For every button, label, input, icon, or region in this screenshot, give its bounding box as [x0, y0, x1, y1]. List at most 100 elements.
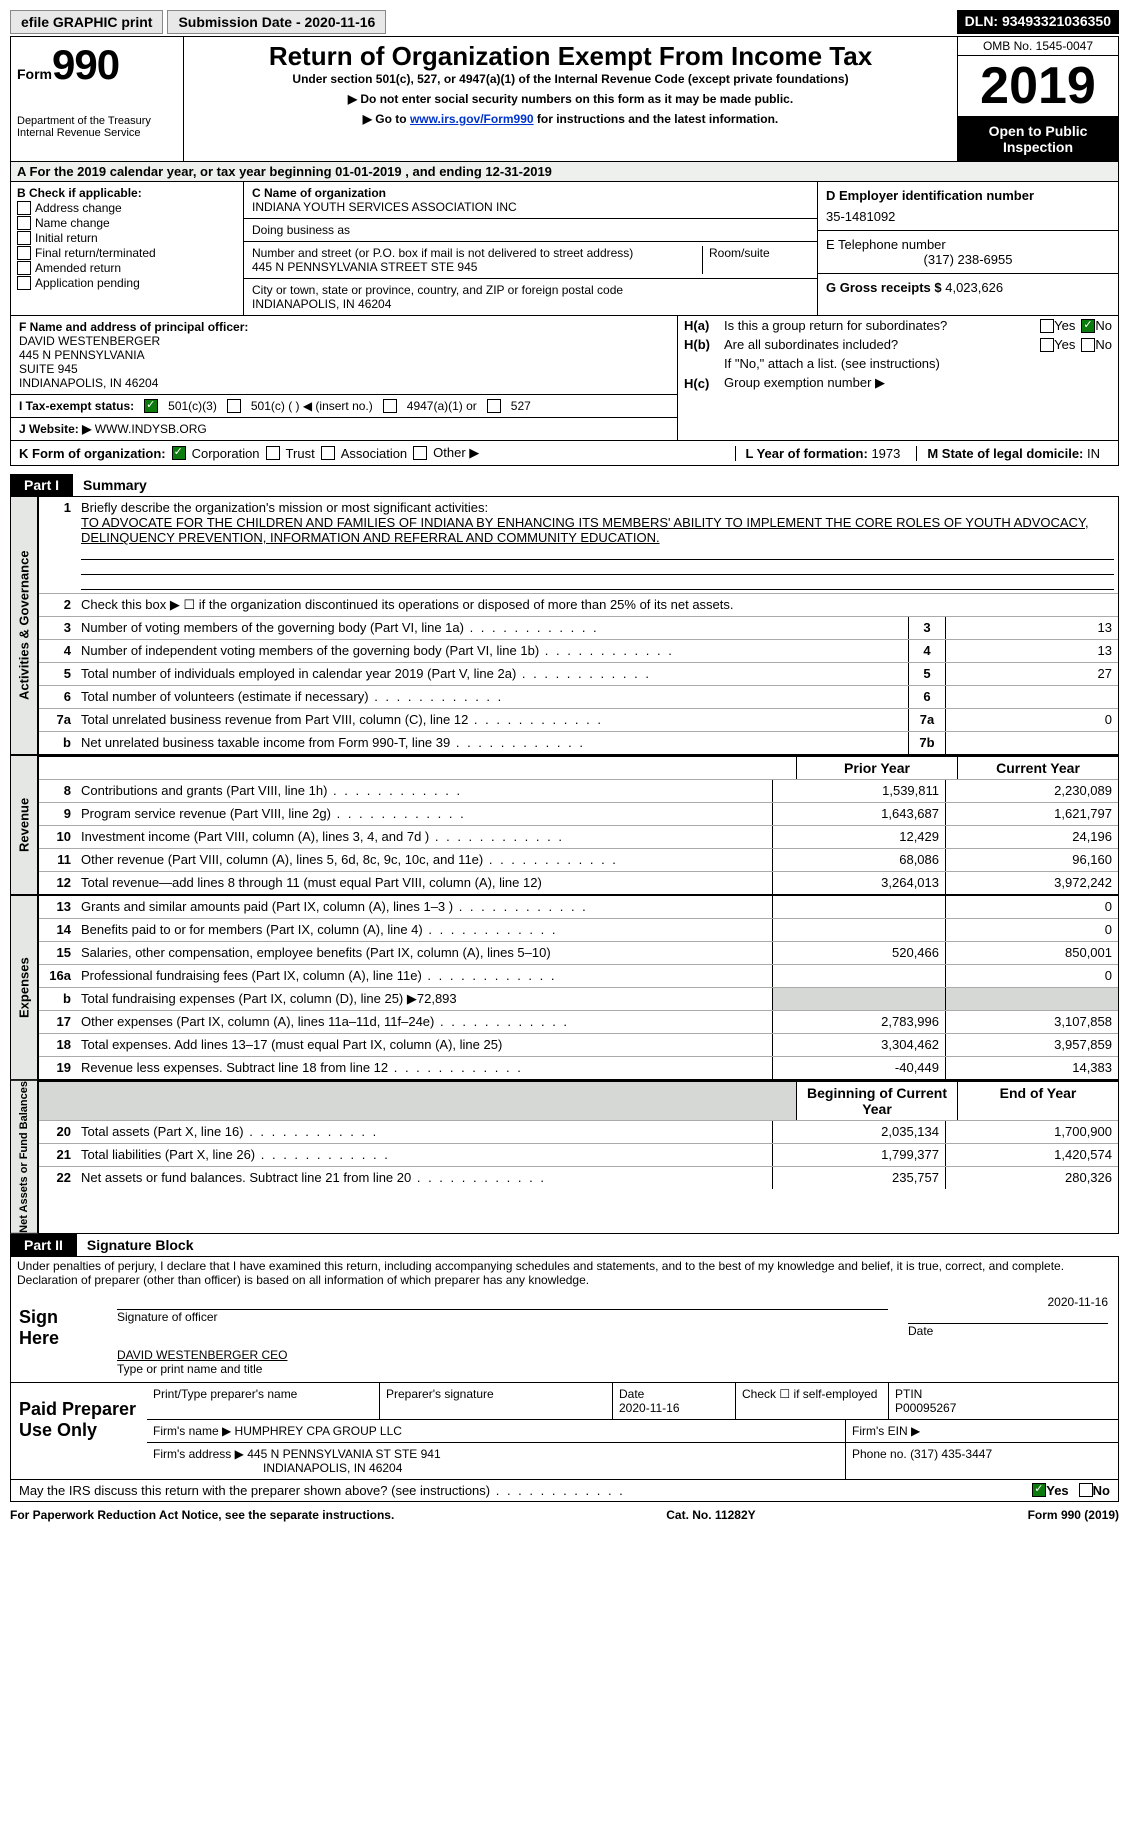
l12-p: 3,264,013: [772, 872, 945, 894]
chk-initial-return[interactable]: [17, 231, 31, 245]
lbl-name-change: Name change: [35, 216, 110, 230]
lbl-hb-no: No: [1095, 337, 1112, 352]
l21-p: 1,799,377: [772, 1144, 945, 1166]
officer-h-block: F Name and address of principal officer:…: [10, 316, 1119, 441]
open-to-public: Open to Public Inspection: [958, 117, 1118, 161]
l16b-n: b: [39, 988, 77, 1010]
chk-hb-yes[interactable]: [1040, 338, 1054, 352]
l18-p: 3,304,462: [772, 1034, 945, 1056]
lbl-association: Association: [341, 446, 407, 461]
chk-amended-return[interactable]: [17, 261, 31, 275]
l8-t: Contributions and grants (Part VIII, lin…: [77, 780, 772, 802]
l10-t: Investment income (Part VIII, column (A)…: [77, 826, 772, 848]
l22-p: 235,757: [772, 1167, 945, 1189]
line-7a-box: 7a: [908, 709, 945, 731]
part-i-header: Part I Summary: [10, 474, 1119, 496]
l9-t: Program service revenue (Part VIII, line…: [77, 803, 772, 825]
chk-trust[interactable]: [266, 446, 280, 460]
lbl-4947: 4947(a)(1) or: [407, 399, 477, 413]
chk-discuss-yes[interactable]: [1032, 1483, 1046, 1497]
l8-p: 1,539,811: [772, 780, 945, 802]
chk-other[interactable]: [413, 446, 427, 460]
line-3-box: 3: [908, 617, 945, 639]
tab-expenses: Expenses: [10, 895, 38, 1080]
chk-527[interactable]: [487, 399, 501, 413]
chk-ha-yes[interactable]: [1040, 319, 1054, 333]
l13-t: Grants and similar amounts paid (Part IX…: [77, 896, 772, 918]
subtitle-1: Under section 501(c), 527, or 4947(a)(1)…: [192, 72, 949, 86]
phone-value: (317) 435-3447: [910, 1447, 992, 1461]
footer-mid: Cat. No. 11282Y: [666, 1508, 755, 1522]
telephone-value: (317) 238-6955: [826, 252, 1110, 267]
street-value: 445 N PENNSYLVANIA STREET STE 945: [252, 260, 702, 274]
date-label: Date: [908, 1324, 1108, 1338]
chk-discuss-no[interactable]: [1079, 1483, 1093, 1497]
prep-c4: Check ☐ if self-employed: [736, 1383, 889, 1419]
form-org-label: K Form of organization:: [19, 446, 166, 461]
form-header: Form990 Department of the Treasury Inter…: [10, 36, 1119, 162]
chk-501c3[interactable]: [144, 399, 158, 413]
l15-t: Salaries, other compensation, employee b…: [77, 942, 772, 964]
line-7a-val: 0: [945, 709, 1118, 731]
line-3-val: 13: [945, 617, 1118, 639]
chk-name-change[interactable]: [17, 216, 31, 230]
phone-label: Phone no.: [852, 1447, 910, 1461]
ha-text: Is this a group return for subordinates?: [724, 318, 1040, 333]
firm-addr-label: Firm's address ▶: [153, 1447, 244, 1461]
chk-association[interactable]: [321, 446, 335, 460]
l20-p: 2,035,134: [772, 1121, 945, 1143]
submission-date-button[interactable]: Submission Date - 2020-11-16: [167, 10, 386, 34]
l12-c: 3,972,242: [945, 872, 1118, 894]
lbl-other: Other ▶: [433, 445, 479, 461]
officer-l3: SUITE 945: [19, 362, 78, 376]
perjury-text: Under penalties of perjury, I declare th…: [10, 1256, 1119, 1289]
instructions-link[interactable]: www.irs.gov/Form990: [410, 112, 534, 126]
efile-button[interactable]: efile GRAPHIC print: [10, 10, 163, 34]
l14-c: 0: [945, 919, 1118, 941]
tax-exempt-label: I Tax-exempt status:: [19, 399, 134, 413]
form-title: Return of Organization Exempt From Incom…: [192, 41, 949, 72]
line-5-box: 5: [908, 663, 945, 685]
l15-p: 520,466: [772, 942, 945, 964]
signature-label: Signature of officer: [117, 1310, 888, 1324]
l18-c: 3,957,859: [945, 1034, 1118, 1056]
chk-address-change[interactable]: [17, 201, 31, 215]
part-ii-title: Signature Block: [77, 1234, 204, 1256]
l22-t: Net assets or fund balances. Subtract li…: [77, 1167, 772, 1189]
l8-c: 2,230,089: [945, 780, 1118, 802]
l11-c: 96,160: [945, 849, 1118, 871]
lbl-hb-yes: Yes: [1054, 337, 1075, 352]
tab-net-assets: Net Assets or Fund Balances: [10, 1080, 38, 1234]
top-bar: efile GRAPHIC print Submission Date - 20…: [10, 10, 1119, 34]
lbl-initial-return: Initial return: [35, 231, 98, 245]
l16a-t: Professional fundraising fees (Part IX, …: [77, 965, 772, 987]
website-label: J Website: ▶: [19, 422, 91, 436]
lbl-address-change: Address change: [35, 201, 122, 215]
col-begin: Beginning of Current Year: [796, 1082, 957, 1120]
chk-4947[interactable]: [383, 399, 397, 413]
line-5-text: Total number of individuals employed in …: [77, 663, 908, 685]
city-label: City or town, state or province, country…: [252, 283, 809, 297]
address-block: B Check if applicable: Address change Na…: [10, 182, 1119, 316]
lbl-amended-return: Amended return: [35, 261, 121, 275]
telephone-label: E Telephone number: [826, 237, 1110, 252]
chk-501c[interactable]: [227, 399, 241, 413]
line-2: Check this box ▶ ☐ if the organization d…: [77, 594, 1118, 616]
klm-row: K Form of organization: Corporation Trus…: [10, 441, 1119, 466]
l11-t: Other revenue (Part VIII, column (A), li…: [77, 849, 772, 871]
domicile-value: IN: [1087, 446, 1100, 461]
line-3-text: Number of voting members of the governin…: [77, 617, 908, 639]
l16a-n: 16a: [39, 965, 77, 987]
chk-hb-no[interactable]: [1081, 338, 1095, 352]
l15-n: 15: [39, 942, 77, 964]
chk-ha-no[interactable]: [1081, 319, 1095, 333]
chk-final-return[interactable]: [17, 246, 31, 260]
chk-application-pending[interactable]: [17, 276, 31, 290]
l19-t: Revenue less expenses. Subtract line 18 …: [77, 1057, 772, 1079]
hb-text: Are all subordinates included?: [724, 337, 1040, 352]
officer-label: F Name and address of principal officer:: [19, 320, 248, 334]
l9-p: 1,643,687: [772, 803, 945, 825]
chk-corporation[interactable]: [172, 446, 186, 460]
l13-c: 0: [945, 896, 1118, 918]
lbl-final-return: Final return/terminated: [35, 246, 156, 260]
